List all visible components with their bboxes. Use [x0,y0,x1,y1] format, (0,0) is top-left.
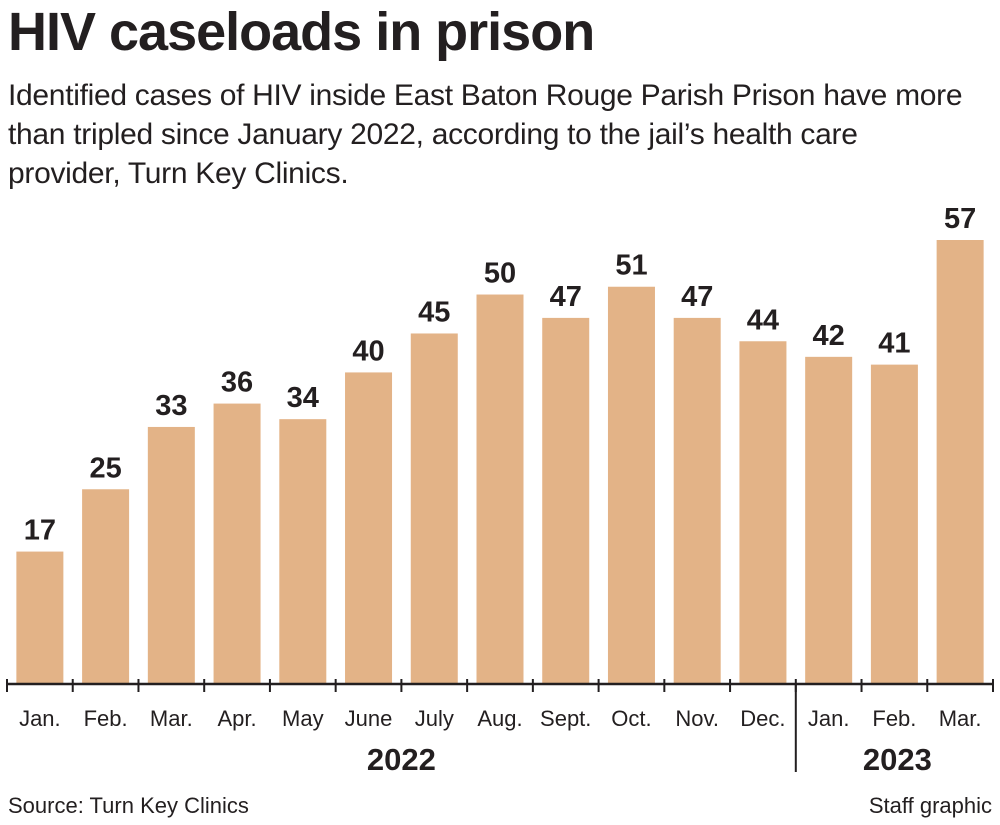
data-label: 17 [24,515,56,547]
data-label: 42 [813,320,845,352]
data-label: 45 [418,296,450,328]
data-label: 33 [155,390,187,422]
data-label: 25 [89,452,121,484]
x-tick-label: Jan. [19,706,61,731]
x-tick-label: Jan. [808,706,850,731]
bar [213,403,261,684]
bar [805,356,853,684]
data-label: 34 [287,382,319,414]
data-label: 50 [484,258,516,290]
data-label: 51 [615,250,647,282]
bar [607,286,655,684]
data-label: 44 [747,304,779,336]
bar [542,317,590,684]
year-label: 2022 [367,742,436,777]
data-label: 40 [352,335,384,367]
data-label: 57 [944,203,976,235]
bar [936,240,984,684]
x-tick-label: May [282,706,324,731]
data-label: 47 [681,281,713,313]
bar [279,419,327,684]
bar [673,317,721,684]
x-tick-label: Feb. [872,706,916,731]
data-label: 41 [878,328,910,360]
x-tick-label: Dec. [740,706,785,731]
x-tick-label: Oct. [611,706,651,731]
bar [16,551,64,684]
bar [345,372,393,684]
source-note: Source: Turn Key Clinics [8,793,249,818]
x-tick-label: Feb. [84,706,128,731]
x-tick-label: July [415,706,454,731]
bar [147,426,195,684]
credit-note: Staff graphic [868,793,992,818]
bar [82,489,130,684]
chart-title: HIV caseloads in prison [8,2,595,62]
data-label: 36 [221,367,253,399]
bar [739,341,787,684]
bar [410,333,458,684]
x-tick-label: Sept. [540,706,591,731]
x-tick-label: Nov. [675,706,719,731]
x-tick-label: June [345,706,393,731]
chart-subtitle: Identified cases of HIV inside East Bato… [8,79,963,190]
x-tick-label: Mar. [150,706,193,731]
year-label: 2023 [863,742,932,777]
bar [476,294,524,684]
x-tick-label: Mar. [939,706,982,731]
x-tick-label: Apr. [217,706,256,731]
bar [870,364,918,684]
data-label: 47 [550,281,582,313]
x-tick-label: Aug. [477,706,522,731]
